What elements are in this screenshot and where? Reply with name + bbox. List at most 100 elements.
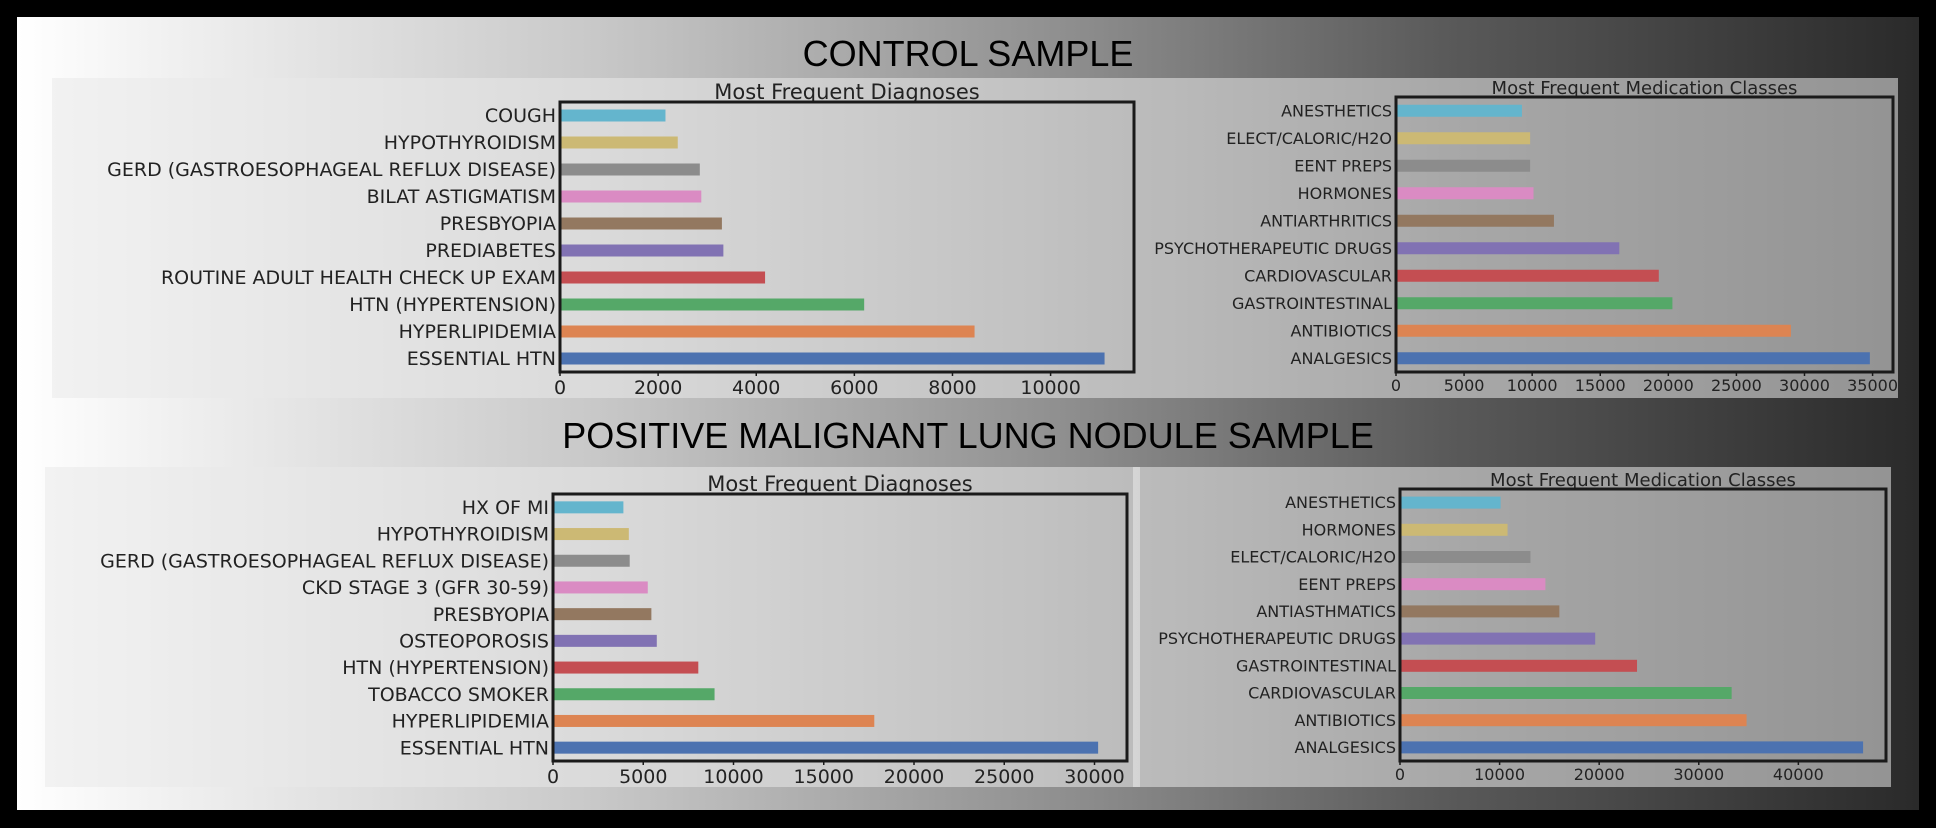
positive-diagnoses-category-label: CKD STAGE 3 (GFR 30-59) — [302, 577, 549, 599]
control-medication-panel-bg — [1140, 78, 1898, 398]
control-medication-x-tick-label: 20000 — [1643, 376, 1694, 395]
positive-diagnoses-category-label: HX OF MI — [462, 497, 549, 519]
control-diagnoses-x-tick-label: 4000 — [732, 377, 780, 398]
control-medication-x-tick-label: 15000 — [1575, 376, 1626, 395]
control-medication-category-label: ANTIARTHRITICS — [1260, 211, 1392, 230]
positive-medication-category-label: GASTROINTESTINAL — [1236, 656, 1396, 675]
control-diagnoses-category-label: PREDIABETES — [425, 240, 556, 262]
positive-medication-bar — [1400, 659, 1638, 672]
control-medication-bar — [1396, 269, 1659, 282]
positive-medication-x-tick-label: 40000 — [1773, 765, 1824, 784]
control-diagnoses-category-label: HYPOTHYROIDISM — [384, 132, 556, 154]
control-diagnoses-x-tick-label: 2000 — [634, 377, 682, 398]
control-medication-category-label: ANTIBIOTICS — [1290, 321, 1392, 340]
positive-medication-chart: Most Frequent Medication Classes ANALGESI… — [1133, 467, 1891, 787]
positive-medication-category-label: ANESTHETICS — [1285, 493, 1396, 512]
positive-medication-bar — [1400, 496, 1501, 509]
control-medication-bar — [1396, 187, 1534, 200]
positive-diagnoses-x-tick-label: 0 — [547, 766, 559, 787]
positive-medication-bar — [1400, 632, 1596, 645]
control-medication-bar — [1396, 242, 1620, 255]
control-medication-bar — [1396, 132, 1531, 145]
control-medication-category-label: PSYCHOTHERAPEUTIC DRUGS — [1154, 239, 1392, 258]
control-medication-x-tick-label: 30000 — [1779, 376, 1830, 395]
positive-medication-bar — [1400, 741, 1864, 754]
positive-diagnoses-category-label: PRESBYOPIA — [433, 604, 549, 626]
positive-diagnoses-x-tick-label: 20000 — [884, 766, 944, 787]
positive-medication-category-label: ELECT/CALORIC/H2O — [1230, 548, 1396, 567]
positive-diagnoses-x-tick-label: 5000 — [619, 766, 667, 787]
control-diagnoses-category-label: ROUTINE ADULT HEALTH CHECK UP EXAM — [161, 267, 556, 289]
control-diagnoses-category-label: PRESBYOPIA — [440, 213, 556, 235]
positive-medication-x-tick-label: 0 — [1395, 765, 1405, 784]
control-medication-bar — [1396, 104, 1522, 117]
positive-sample-title: POSITIVE MALIGNANT LUNG NODULE SAMPLE — [562, 415, 1374, 456]
positive-medication-x-tick-label: 20000 — [1574, 765, 1625, 784]
control-diagnoses-bar — [560, 271, 766, 284]
positive-diagnoses-bar — [553, 608, 652, 621]
positive-diagnoses-category-label: TOBACCO SMOKER — [367, 684, 549, 706]
control-medication-bar — [1396, 352, 1870, 365]
positive-medication-bar — [1400, 578, 1546, 591]
control-medication-x-tick-label: 10000 — [1507, 376, 1558, 395]
control-diagnoses-bar — [560, 298, 865, 311]
control-medication-svg: Most Frequent Medication Classes ANALGESI… — [1140, 78, 1898, 398]
positive-medication-bar — [1400, 551, 1531, 563]
control-medication-axes-frame — [1394, 95, 1895, 374]
control-diagnoses-category-label: COUGH — [485, 105, 556, 127]
control-medication-bar — [1396, 214, 1554, 227]
control-diagnoses-bar — [560, 109, 666, 122]
positive-diagnoses-x-tick-label: 10000 — [703, 766, 763, 787]
control-medication-category-label: GASTROINTESTINAL — [1232, 294, 1392, 313]
control-diagnoses-x-tick-label: 10000 — [1020, 377, 1080, 398]
positive-medication-category-label: PSYCHOTHERAPEUTIC DRUGS — [1158, 629, 1396, 648]
positive-diagnoses-title: Most Frequent Diagnoses — [707, 472, 972, 496]
positive-medication-bar — [1400, 687, 1732, 699]
positive-medication-bar — [1400, 523, 1508, 536]
positive-diagnoses-category-label: HTN (HYPERTENSION) — [342, 657, 549, 679]
control-medication-bar — [1396, 297, 1673, 310]
positive-diagnoses-panel-bg — [45, 467, 1140, 787]
positive-medication-x-tick-label: 10000 — [1474, 765, 1525, 784]
control-medication-category-label: CARDIOVASCULAR — [1244, 266, 1392, 285]
positive-medication-category-label: ANTIBIOTICS — [1294, 711, 1396, 730]
control-diagnoses-x-tick-label: 0 — [554, 377, 566, 398]
positive-diagnoses-axes-frame — [551, 492, 1129, 763]
control-diagnoses-chart: Most Frequent Diagnoses ESSENTIAL HTN HYPE… — [52, 78, 1140, 398]
positive-medication-x-tick-label: 30000 — [1673, 765, 1724, 784]
positive-diagnoses-category-label: HYPOTHYROIDISM — [377, 524, 549, 546]
positive-diagnoses-x-tick-label: 15000 — [794, 766, 854, 787]
positive-diagnoses-bar — [553, 528, 629, 541]
control-diagnoses-x-tick-label: 6000 — [830, 377, 878, 398]
positive-diagnoses-category-label: HYPERLIPIDEMIA — [392, 711, 549, 733]
positive-medication-category-label: ANTIASTHMATICS — [1256, 602, 1396, 621]
control-diagnoses-svg: Most Frequent Diagnoses ESSENTIAL HTN HYPE… — [52, 78, 1140, 398]
positive-medication-category-label: EENT PREPS — [1298, 575, 1396, 594]
control-medication-category-label: EENT PREPS — [1294, 156, 1392, 175]
control-medication-bar — [1396, 159, 1531, 172]
positive-diagnoses-bar — [553, 741, 1099, 754]
positive-diagnoses-bar — [553, 688, 715, 701]
positive-diagnoses-svg: Most Frequent Diagnoses ESSENTIAL HTN HYPE… — [45, 467, 1140, 787]
positive-diagnoses-bar — [553, 661, 699, 674]
control-diagnoses-x-tick-label: 8000 — [928, 377, 976, 398]
control-medication-chart: Most Frequent Medication Classes ANALGESI… — [1140, 78, 1898, 398]
control-diagnoses-bar — [560, 244, 724, 257]
positive-diagnoses-bar — [553, 554, 630, 567]
control-medication-category-label: ELECT/CALORIC/H2O — [1226, 129, 1392, 148]
control-diagnoses-bar — [560, 136, 678, 149]
control-diagnoses-category-label: BILAT ASTIGMATISM — [367, 186, 556, 208]
positive-diagnoses-bar — [553, 714, 875, 727]
positive-diagnoses-chart: Most Frequent Diagnoses ESSENTIAL HTN HYPE… — [45, 467, 1140, 787]
control-medication-x-tick-label: 35000 — [1847, 376, 1898, 395]
control-diagnoses-panel-bg — [52, 78, 1140, 398]
control-diagnoses-title: Most Frequent Diagnoses — [714, 80, 979, 104]
control-medication-category-label: HORMONES — [1298, 184, 1392, 203]
control-diagnoses-category-label: GERD (GASTROESOPHAGEAL REFLUX DISEASE) — [107, 159, 556, 181]
control-diagnoses-category-label: ESSENTIAL HTN — [407, 348, 556, 370]
control-diagnoses-bar — [560, 325, 975, 338]
control-medication-x-tick-label: 0 — [1391, 376, 1401, 395]
control-medication-x-tick-label: 5000 — [1444, 376, 1485, 395]
positive-medication-bar — [1400, 605, 1560, 618]
positive-diagnoses-bar — [553, 581, 648, 594]
